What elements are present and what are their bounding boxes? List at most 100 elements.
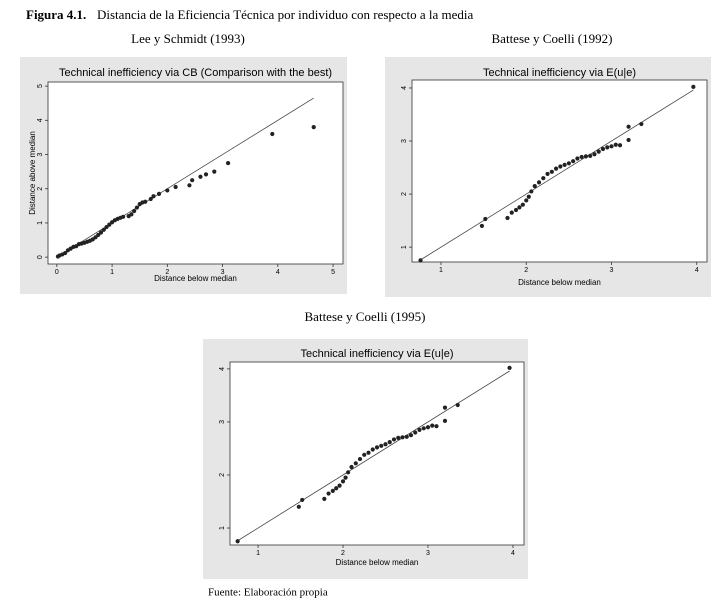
point xyxy=(425,425,431,430)
point xyxy=(107,222,112,227)
point xyxy=(134,205,140,210)
point xyxy=(509,210,514,215)
point xyxy=(404,434,409,439)
point xyxy=(529,189,534,194)
point xyxy=(600,146,606,152)
x-tick-label: 3 xyxy=(426,550,430,557)
chart-title: Technical inefficiency via E(u|e) xyxy=(483,67,636,79)
y-tick-label: 1 xyxy=(401,245,408,249)
point xyxy=(370,447,375,452)
reference-line xyxy=(237,370,510,542)
point xyxy=(353,461,358,466)
point xyxy=(212,169,217,174)
point xyxy=(148,196,153,202)
point xyxy=(225,160,231,166)
point xyxy=(558,164,563,169)
point xyxy=(588,153,593,158)
point xyxy=(343,475,348,480)
point xyxy=(592,152,597,157)
point xyxy=(374,445,380,450)
point xyxy=(579,154,584,160)
y-tick-label: 1 xyxy=(219,526,226,530)
point xyxy=(532,184,537,189)
y-tick-label: 3 xyxy=(37,152,44,156)
point xyxy=(143,199,148,204)
x-axis-label: Distance below median xyxy=(336,558,419,567)
point xyxy=(165,188,170,193)
reference-line xyxy=(420,89,694,261)
x-tick-label: 5 xyxy=(331,269,335,276)
point xyxy=(203,172,209,177)
x-tick-label: 1 xyxy=(110,269,114,276)
point xyxy=(483,216,488,222)
point xyxy=(455,402,460,408)
point xyxy=(400,435,405,440)
point xyxy=(442,405,448,410)
point xyxy=(626,137,631,143)
point xyxy=(524,198,529,203)
y-tick-label: 3 xyxy=(401,139,408,143)
source: Fuente: Elaboración propia xyxy=(208,587,328,599)
point xyxy=(413,430,418,435)
y-tick-label: 4 xyxy=(37,118,44,122)
point xyxy=(387,439,392,445)
point xyxy=(421,426,426,431)
point xyxy=(617,143,623,148)
point xyxy=(334,486,339,491)
point xyxy=(98,230,104,235)
panel-heading: Battese y Coelli (1992) xyxy=(492,31,613,46)
point xyxy=(583,154,589,159)
point xyxy=(300,497,305,503)
point xyxy=(311,125,316,130)
point xyxy=(596,149,601,154)
x-tick-label: 1 xyxy=(256,550,260,557)
point xyxy=(235,539,240,544)
point xyxy=(270,131,275,137)
point xyxy=(121,214,126,219)
point xyxy=(541,176,546,181)
point xyxy=(505,215,510,221)
x-axis-label: Distance below median xyxy=(518,278,601,287)
panel-heading: Battese y Coelli (1995) xyxy=(305,309,426,324)
point xyxy=(442,418,448,423)
point xyxy=(520,202,525,207)
point xyxy=(417,427,422,432)
point xyxy=(132,208,137,214)
point xyxy=(187,183,192,188)
y-tick-label: 0 xyxy=(37,255,44,259)
y-tick-label: 2 xyxy=(219,473,226,477)
point xyxy=(566,161,571,166)
point xyxy=(553,166,559,171)
point xyxy=(575,156,580,161)
x-tick-label: 4 xyxy=(511,550,515,557)
x-tick-label: 4 xyxy=(695,267,699,274)
x-tick-label: 2 xyxy=(524,267,528,274)
point xyxy=(151,194,156,199)
x-tick-label: 1 xyxy=(439,267,443,274)
point xyxy=(63,250,68,256)
point xyxy=(626,124,631,129)
point xyxy=(507,365,512,370)
point xyxy=(545,171,550,177)
reference-line xyxy=(57,97,314,257)
point xyxy=(383,442,388,447)
point xyxy=(326,491,331,496)
point xyxy=(517,205,522,210)
panel-heading: Lee y Schmidt (1993) xyxy=(131,31,245,46)
point xyxy=(93,235,98,240)
x-tick-label: 2 xyxy=(341,550,345,557)
point xyxy=(156,191,162,196)
point xyxy=(330,488,335,493)
point xyxy=(479,223,485,229)
point xyxy=(605,145,610,150)
point xyxy=(639,121,644,127)
x-tick-label: 2 xyxy=(165,269,169,276)
plot-area xyxy=(47,81,344,265)
point xyxy=(357,456,363,462)
y-tick-label: 1 xyxy=(37,221,44,225)
point xyxy=(322,496,327,501)
chart-title: Technical inefficiency via CB (Compariso… xyxy=(59,67,332,79)
figure-label: Figura 4.1. xyxy=(26,7,86,22)
y-tick-label: 5 xyxy=(37,84,44,88)
